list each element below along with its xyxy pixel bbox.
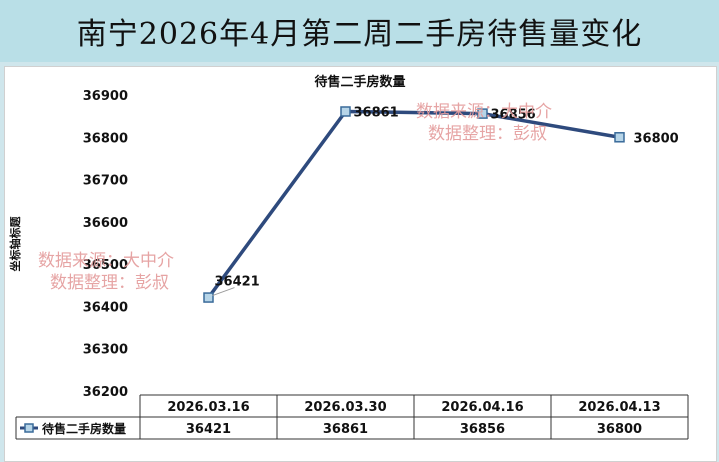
legend-label: 待售二手房数量 [42, 421, 126, 436]
y-axis-title: 坐标轴标题 [8, 216, 22, 272]
label-leader-line [212, 287, 235, 297]
y-tick-label: 36900 [83, 89, 128, 104]
x-category-label: 2026.03.30 [304, 400, 386, 415]
x-category-label: 2026.04.13 [578, 400, 660, 415]
y-tick-label: 36600 [83, 216, 128, 231]
data-label: 36861 [354, 105, 399, 120]
y-tick-label: 36200 [83, 385, 128, 400]
table-value: 36800 [597, 422, 642, 437]
table-value: 36421 [186, 422, 231, 437]
series-line [207, 109, 620, 299]
y-axis-ticks: 36200 36300 36400 36500 36600 36700 36800 36900 [83, 89, 128, 400]
data-label: 36800 [634, 131, 679, 146]
watermark-line-1: 数据来源：大中介 [38, 251, 174, 271]
watermark-line-1: 数据来源：大中介 [416, 102, 552, 122]
title-band: 南宁2026年4月第二周二手房待售量变化 [0, 0, 719, 62]
legend-marker-icon [24, 423, 34, 433]
series-group [203, 106, 625, 303]
y-tick-label: 36500 [83, 258, 128, 273]
data-point [340, 106, 351, 117]
table-value: 36856 [460, 422, 505, 437]
y-tick-label: 36800 [83, 131, 128, 146]
watermark: 数据来源：大中介 数据整理：彭叔 数据来源：大中介 数据整理：彭叔 [38, 102, 552, 293]
data-point [614, 132, 625, 143]
y-tick-label: 36400 [83, 300, 128, 315]
table-value: 36861 [323, 422, 368, 437]
watermark-line-2: 数据整理：彭叔 [428, 124, 547, 144]
x-category-label: 2026.04.16 [441, 400, 523, 415]
data-point [203, 292, 214, 303]
data-label: 36421 [215, 275, 260, 290]
chart-title: 待售二手房数量 [313, 74, 405, 90]
page-title: 南宁2026年4月第二周二手房待售量变化 [76, 17, 643, 52]
y-tick-label: 36300 [83, 343, 128, 358]
data-table: 2026.03.16 2026.03.30 2026.04.16 2026.04.13… [15, 394, 689, 440]
data-point [477, 108, 488, 119]
watermark-line-2: 数据整理：彭叔 [50, 273, 169, 293]
data-labels: 36421 36861 36856 36800 [212, 105, 679, 297]
data-label: 36856 [491, 108, 536, 123]
y-tick-label: 36700 [83, 174, 128, 189]
x-category-label: 2026.03.16 [167, 400, 249, 415]
